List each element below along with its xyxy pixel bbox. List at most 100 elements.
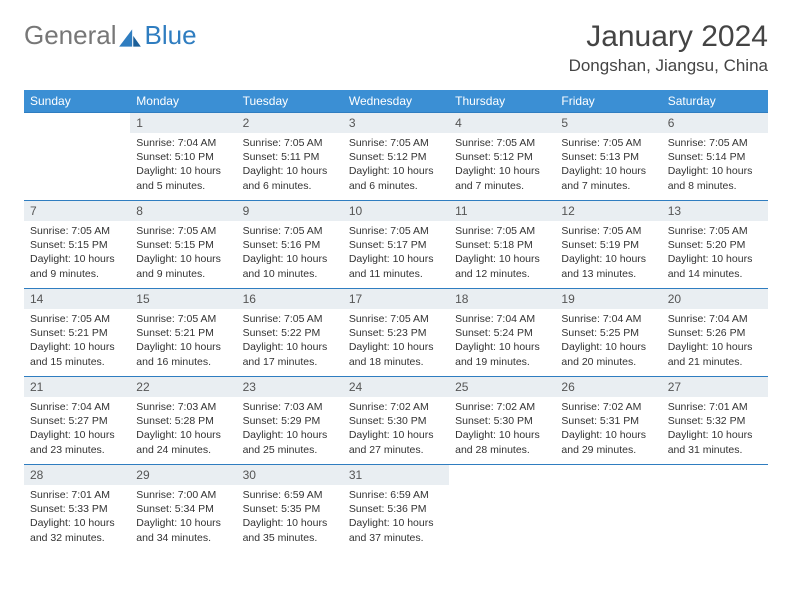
brand-part1: General [24,20,117,51]
day-details: Sunrise: 7:04 AMSunset: 5:24 PMDaylight:… [449,309,555,375]
calendar-cell: 6Sunrise: 7:05 AMSunset: 5:14 PMDaylight… [662,112,768,200]
day-details: Sunrise: 7:02 AMSunset: 5:30 PMDaylight:… [449,397,555,463]
day-details: Sunrise: 7:05 AMSunset: 5:12 PMDaylight:… [343,133,449,199]
calendar-cell: 18Sunrise: 7:04 AMSunset: 5:24 PMDayligh… [449,288,555,376]
calendar-cell: 15Sunrise: 7:05 AMSunset: 5:21 PMDayligh… [130,288,236,376]
day-details: Sunrise: 7:02 AMSunset: 5:30 PMDaylight:… [343,397,449,463]
calendar-cell: 31Sunrise: 6:59 AMSunset: 5:36 PMDayligh… [343,464,449,552]
calendar-cell: 19Sunrise: 7:04 AMSunset: 5:25 PMDayligh… [555,288,661,376]
weekday-header: Thursday [449,90,555,112]
weekday-header: Sunday [24,90,130,112]
calendar-cell: 20Sunrise: 7:04 AMSunset: 5:26 PMDayligh… [662,288,768,376]
day-details: Sunrise: 6:59 AMSunset: 5:36 PMDaylight:… [343,485,449,551]
day-details: Sunrise: 7:05 AMSunset: 5:23 PMDaylight:… [343,309,449,375]
calendar-cell: 13Sunrise: 7:05 AMSunset: 5:20 PMDayligh… [662,200,768,288]
calendar-cell: 28Sunrise: 7:01 AMSunset: 5:33 PMDayligh… [24,464,130,552]
day-details: Sunrise: 7:04 AMSunset: 5:10 PMDaylight:… [130,133,236,199]
day-number: 31 [343,464,449,485]
day-number: 30 [237,464,343,485]
header: General Blue January 2024 Dongshan, Jian… [24,20,768,76]
day-number: 20 [662,288,768,309]
day-number: 1 [130,112,236,133]
calendar-row: 28Sunrise: 7:01 AMSunset: 5:33 PMDayligh… [24,464,768,552]
day-number: 7 [24,200,130,221]
brand-part2: Blue [145,20,197,51]
calendar-cell: 26Sunrise: 7:02 AMSunset: 5:31 PMDayligh… [555,376,661,464]
day-number: 23 [237,376,343,397]
calendar-cell: 11Sunrise: 7:05 AMSunset: 5:18 PMDayligh… [449,200,555,288]
calendar-row: 21Sunrise: 7:04 AMSunset: 5:27 PMDayligh… [24,376,768,464]
weekday-header: Saturday [662,90,768,112]
day-details: Sunrise: 7:03 AMSunset: 5:28 PMDaylight:… [130,397,236,463]
day-details: Sunrise: 7:05 AMSunset: 5:20 PMDaylight:… [662,221,768,287]
calendar-cell [24,112,130,200]
day-number: 10 [343,200,449,221]
day-details: Sunrise: 7:04 AMSunset: 5:25 PMDaylight:… [555,309,661,375]
calendar-cell: 3Sunrise: 7:05 AMSunset: 5:12 PMDaylight… [343,112,449,200]
day-number: 9 [237,200,343,221]
calendar-table: SundayMondayTuesdayWednesdayThursdayFrid… [24,90,768,552]
calendar-cell [555,464,661,552]
calendar-cell: 30Sunrise: 6:59 AMSunset: 5:35 PMDayligh… [237,464,343,552]
calendar-cell [662,464,768,552]
day-details: Sunrise: 7:03 AMSunset: 5:29 PMDaylight:… [237,397,343,463]
day-number: 29 [130,464,236,485]
day-number: 8 [130,200,236,221]
day-details: Sunrise: 6:59 AMSunset: 5:35 PMDaylight:… [237,485,343,551]
day-number: 3 [343,112,449,133]
calendar-body: 1Sunrise: 7:04 AMSunset: 5:10 PMDaylight… [24,112,768,552]
day-details: Sunrise: 7:05 AMSunset: 5:19 PMDaylight:… [555,221,661,287]
calendar-cell: 25Sunrise: 7:02 AMSunset: 5:30 PMDayligh… [449,376,555,464]
calendar-cell: 14Sunrise: 7:05 AMSunset: 5:21 PMDayligh… [24,288,130,376]
weekday-header-row: SundayMondayTuesdayWednesdayThursdayFrid… [24,90,768,112]
calendar-cell: 27Sunrise: 7:01 AMSunset: 5:32 PMDayligh… [662,376,768,464]
calendar-cell: 21Sunrise: 7:04 AMSunset: 5:27 PMDayligh… [24,376,130,464]
day-details: Sunrise: 7:04 AMSunset: 5:27 PMDaylight:… [24,397,130,463]
calendar-cell: 24Sunrise: 7:02 AMSunset: 5:30 PMDayligh… [343,376,449,464]
calendar-cell: 16Sunrise: 7:05 AMSunset: 5:22 PMDayligh… [237,288,343,376]
day-details: Sunrise: 7:05 AMSunset: 5:11 PMDaylight:… [237,133,343,199]
day-number: 4 [449,112,555,133]
calendar-cell: 22Sunrise: 7:03 AMSunset: 5:28 PMDayligh… [130,376,236,464]
day-number: 21 [24,376,130,397]
day-number: 5 [555,112,661,133]
day-number: 28 [24,464,130,485]
day-details: Sunrise: 7:05 AMSunset: 5:14 PMDaylight:… [662,133,768,199]
calendar-cell: 10Sunrise: 7:05 AMSunset: 5:17 PMDayligh… [343,200,449,288]
calendar-cell: 29Sunrise: 7:00 AMSunset: 5:34 PMDayligh… [130,464,236,552]
calendar-cell: 5Sunrise: 7:05 AMSunset: 5:13 PMDaylight… [555,112,661,200]
day-details: Sunrise: 7:05 AMSunset: 5:13 PMDaylight:… [555,133,661,199]
weekday-header: Friday [555,90,661,112]
day-number: 11 [449,200,555,221]
calendar-row: 7Sunrise: 7:05 AMSunset: 5:15 PMDaylight… [24,200,768,288]
day-number: 12 [555,200,661,221]
day-details: Sunrise: 7:05 AMSunset: 5:12 PMDaylight:… [449,133,555,199]
calendar-cell: 4Sunrise: 7:05 AMSunset: 5:12 PMDaylight… [449,112,555,200]
day-number: 19 [555,288,661,309]
day-number: 18 [449,288,555,309]
weekday-header: Tuesday [237,90,343,112]
day-number: 24 [343,376,449,397]
day-number: 2 [237,112,343,133]
day-details: Sunrise: 7:01 AMSunset: 5:33 PMDaylight:… [24,485,130,551]
weekday-header: Wednesday [343,90,449,112]
calendar-cell: 12Sunrise: 7:05 AMSunset: 5:19 PMDayligh… [555,200,661,288]
day-details: Sunrise: 7:05 AMSunset: 5:18 PMDaylight:… [449,221,555,287]
calendar-cell: 2Sunrise: 7:05 AMSunset: 5:11 PMDaylight… [237,112,343,200]
day-number: 14 [24,288,130,309]
day-number: 16 [237,288,343,309]
calendar-cell: 7Sunrise: 7:05 AMSunset: 5:15 PMDaylight… [24,200,130,288]
day-details: Sunrise: 7:05 AMSunset: 5:21 PMDaylight:… [24,309,130,375]
day-details: Sunrise: 7:05 AMSunset: 5:17 PMDaylight:… [343,221,449,287]
day-details: Sunrise: 7:05 AMSunset: 5:15 PMDaylight:… [24,221,130,287]
title-block: January 2024 Dongshan, Jiangsu, China [569,20,768,76]
calendar-cell: 1Sunrise: 7:04 AMSunset: 5:10 PMDaylight… [130,112,236,200]
calendar-row: 14Sunrise: 7:05 AMSunset: 5:21 PMDayligh… [24,288,768,376]
day-number-empty [555,464,661,485]
day-details: Sunrise: 7:04 AMSunset: 5:26 PMDaylight:… [662,309,768,375]
calendar-cell: 9Sunrise: 7:05 AMSunset: 5:16 PMDaylight… [237,200,343,288]
weekday-header: Monday [130,90,236,112]
month-title: January 2024 [569,20,768,54]
day-details: Sunrise: 7:05 AMSunset: 5:16 PMDaylight:… [237,221,343,287]
calendar-cell: 23Sunrise: 7:03 AMSunset: 5:29 PMDayligh… [237,376,343,464]
